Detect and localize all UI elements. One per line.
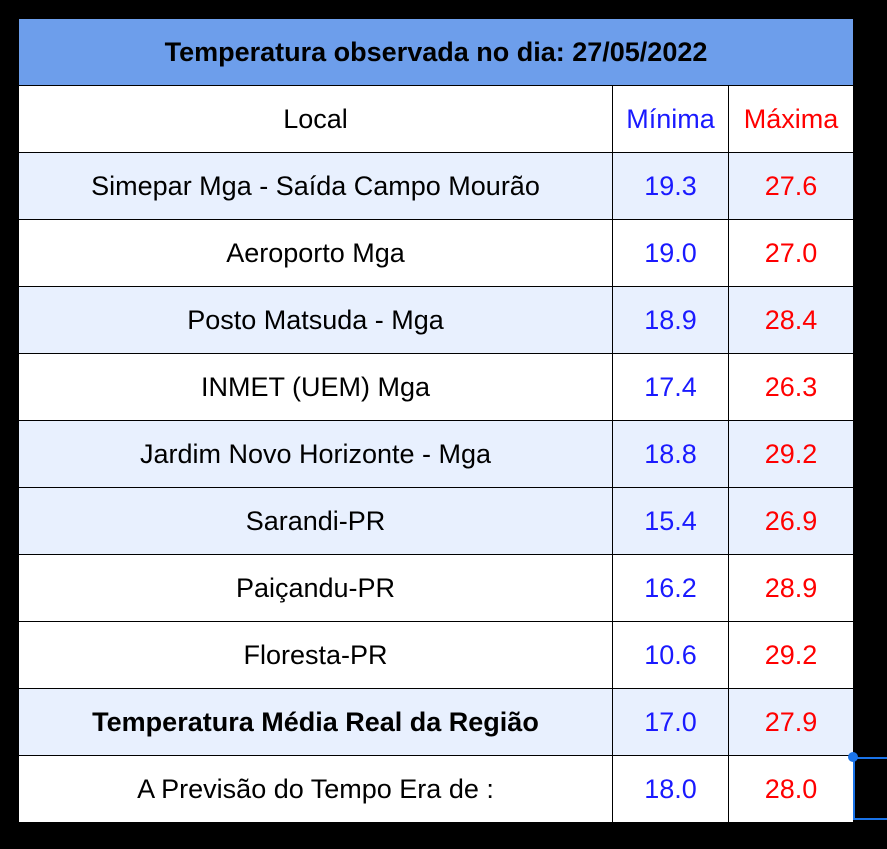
location-cell: Floresta-PR <box>18 621 613 689</box>
max-cell: 27.0 <box>728 219 854 287</box>
min-cell: 18.8 <box>612 420 729 488</box>
data-row: Temperatura Média Real da Região 17.0 27.9 <box>18 688 854 756</box>
max-cell: 28.0 <box>728 755 854 823</box>
data-row: A Previsão do Tempo Era de :18.0 28.0 <box>18 755 854 823</box>
data-row: Paiçandu-PR 16.2 28.9 <box>18 554 854 622</box>
location-cell: Aeroporto Mga <box>18 219 613 287</box>
data-row: Sarandi-PR 15.4 26.9 <box>18 487 854 555</box>
location-cell: A Previsão do Tempo Era de : <box>18 755 613 823</box>
location-cell: Posto Matsuda - Mga <box>18 286 613 354</box>
table-wrapper: Temperatura observada no dia: 27/05/2022… <box>18 18 854 823</box>
min-cell: 16.2 <box>612 554 729 622</box>
min-cell: 17.0 <box>612 688 729 756</box>
location-cell: Simepar Mga - Saída Campo Mourão <box>18 152 613 220</box>
location-cell: Temperatura Média Real da Região <box>18 688 613 756</box>
min-cell: 18.9 <box>612 286 729 354</box>
data-row: Aeroporto Mga 19.0 27.0 <box>18 219 854 287</box>
location-cell: Paiçandu-PR <box>18 554 613 622</box>
data-row: Jardim Novo Horizonte - Mga 18.8 29.2 <box>18 420 854 488</box>
location-cell: Jardim Novo Horizonte - Mga <box>18 420 613 488</box>
max-cell: 27.6 <box>728 152 854 220</box>
min-cell: 19.0 <box>612 219 729 287</box>
temperature-table: Temperatura observada no dia: 27/05/2022… <box>18 18 854 823</box>
header-cell: Local <box>18 85 613 153</box>
header-row: Local Mínima Máxima <box>18 85 854 153</box>
table-body: Temperatura observada no dia: 27/05/2022… <box>18 18 854 823</box>
max-cell: 28.9 <box>728 554 854 622</box>
max-cell: 27.9 <box>728 688 854 756</box>
max-cell: 29.2 <box>728 621 854 689</box>
max-cell: 28.4 <box>728 286 854 354</box>
max-cell: 29.2 <box>728 420 854 488</box>
data-row: Floresta-PR 10.6 29.2 <box>18 621 854 689</box>
max-cell: 26.3 <box>728 353 854 421</box>
selection-handle <box>848 752 858 762</box>
data-row: Simepar Mga - Saída Campo Mourão 19.3 27.6 <box>18 152 854 220</box>
location-cell: Sarandi-PR <box>18 487 613 555</box>
cell-selection <box>853 757 887 820</box>
min-cell: 18.0 <box>612 755 729 823</box>
data-row: INMET (UEM) Mga 17.4 26.3 <box>18 353 854 421</box>
table-title: Temperatura observada no dia: 27/05/2022 <box>18 18 854 86</box>
max-cell: 26.9 <box>728 487 854 555</box>
header-cell: Máxima <box>728 85 854 153</box>
header-cell: Mínima <box>612 85 729 153</box>
data-row: Posto Matsuda - Mga 18.9 28.4 <box>18 286 854 354</box>
location-cell: INMET (UEM) Mga <box>18 353 613 421</box>
min-cell: 19.3 <box>612 152 729 220</box>
title-row: Temperatura observada no dia: 27/05/2022 <box>18 18 854 86</box>
min-cell: 15.4 <box>612 487 729 555</box>
min-cell: 17.4 <box>612 353 729 421</box>
min-cell: 10.6 <box>612 621 729 689</box>
